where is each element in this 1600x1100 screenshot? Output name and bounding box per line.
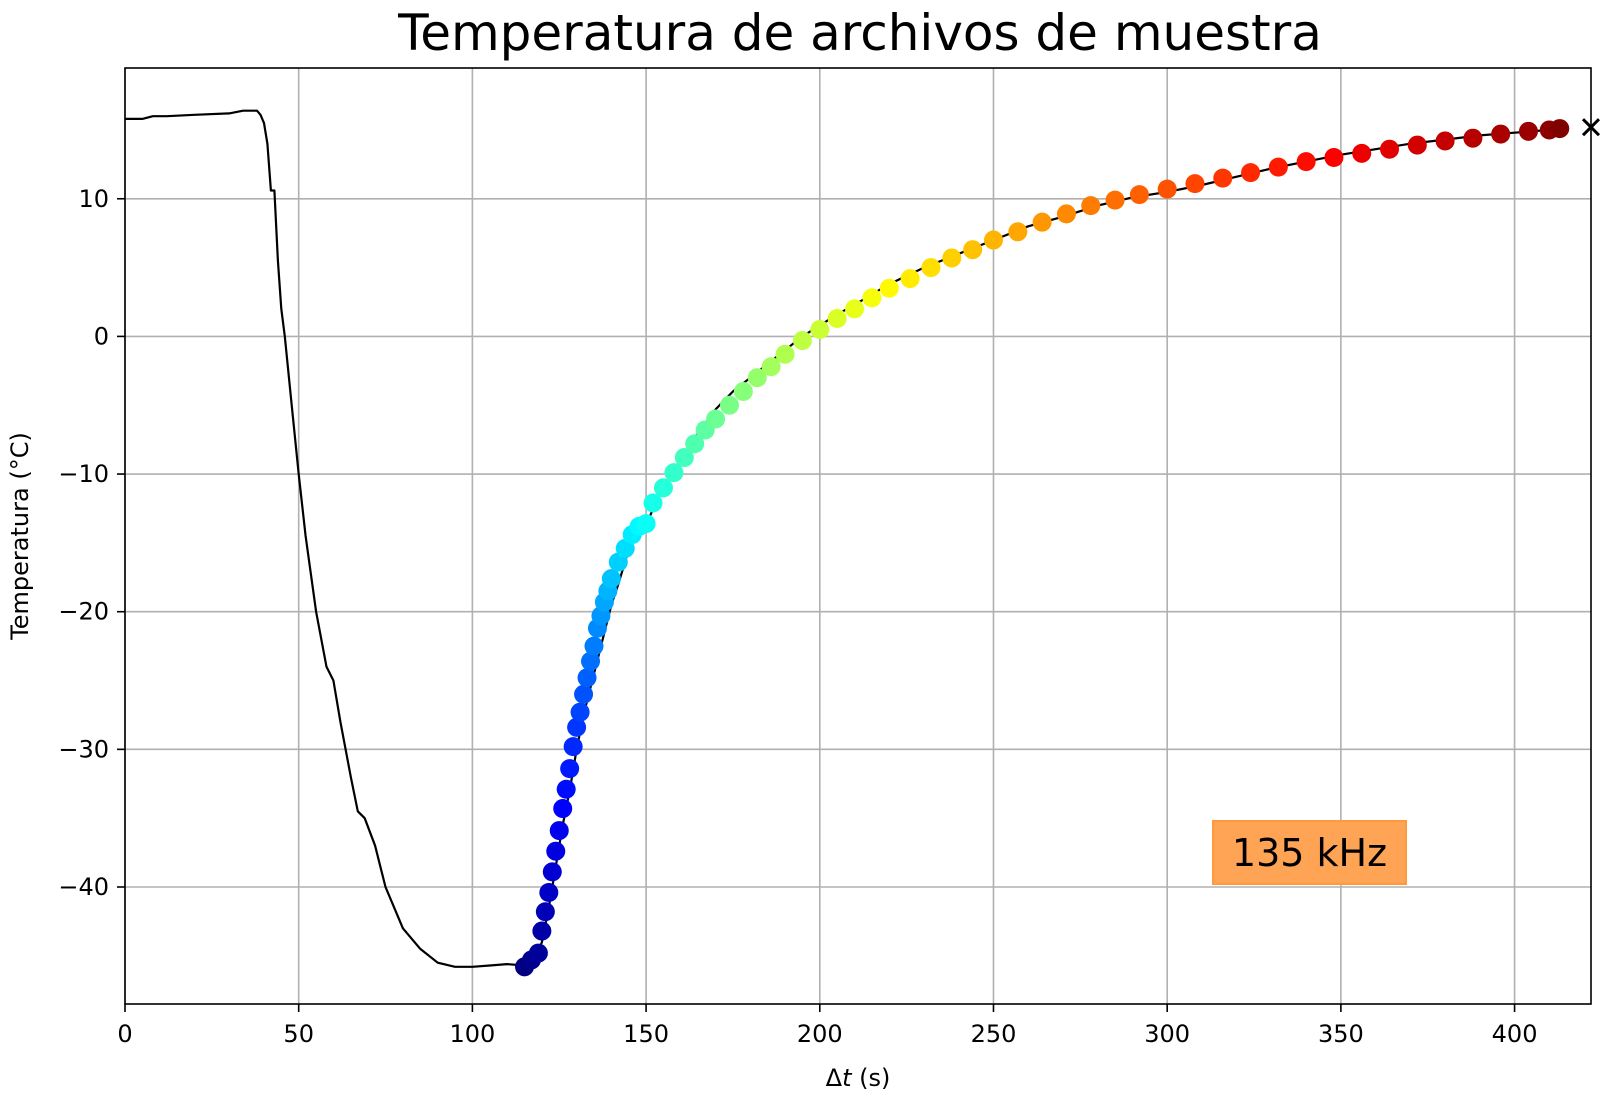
x-axis-label-prefix: Δ (826, 1064, 843, 1092)
data-point (539, 883, 559, 903)
data-point (719, 395, 739, 415)
data-point (1463, 128, 1483, 148)
plot-frame (124, 67, 1592, 1005)
data-point (761, 357, 781, 377)
annotation-background (1212, 820, 1407, 885)
data-point (636, 514, 656, 534)
x-tick-label: 50 (283, 1020, 314, 1048)
plot-markers (515, 118, 1600, 977)
data-point (528, 943, 548, 963)
data-point (574, 684, 594, 704)
data-point (942, 248, 962, 268)
y-axis: 10 0 −10 −20 −30 −40 (58, 185, 125, 901)
data-point (1518, 121, 1538, 141)
x-tick-label: 100 (449, 1020, 495, 1048)
y-tick-label: −40 (58, 873, 109, 901)
data-point (674, 448, 694, 468)
x-tick-label: 0 (117, 1020, 132, 1048)
data-point (792, 331, 812, 351)
x-tick-label: 350 (1318, 1020, 1364, 1048)
annotation-text: 135 kHz (1232, 831, 1387, 875)
chart-title: Temperatura de archivos de muestra (397, 4, 1322, 62)
annotation-box: 135 kHz (1212, 820, 1407, 885)
data-point (581, 651, 601, 671)
y-tick-label: −20 (58, 598, 109, 626)
data-point (532, 921, 552, 941)
data-point (584, 636, 604, 656)
y-tick-label: −10 (58, 460, 109, 488)
data-point (577, 668, 597, 688)
grid (124, 68, 1591, 1004)
data-point (879, 278, 899, 298)
x-tick-label: 150 (623, 1020, 669, 1048)
data-point (921, 258, 941, 278)
data-point (1129, 185, 1149, 205)
data-point (1435, 131, 1455, 151)
data-point (1213, 168, 1233, 188)
y-tick-label: 10 (78, 185, 109, 213)
data-point (1491, 124, 1511, 144)
y-axis-label: Temperatura (°C) (6, 432, 34, 641)
data-point (546, 841, 566, 861)
x-tick-label: 400 (1492, 1020, 1538, 1048)
x-tick-label: 300 (1144, 1020, 1190, 1048)
data-point (1380, 139, 1400, 159)
data-point (553, 799, 573, 819)
data-point (570, 702, 590, 722)
data-point (1032, 212, 1052, 232)
y-tick-label: 0 (94, 322, 109, 350)
data-point (1105, 190, 1125, 210)
data-point (1241, 163, 1261, 183)
data-point (664, 463, 684, 483)
data-point (601, 569, 621, 589)
data-point (1324, 147, 1344, 167)
data-point (733, 381, 753, 401)
data-point (1056, 204, 1076, 224)
x-axis-label: Δt (s) (826, 1064, 891, 1092)
data-point (643, 493, 663, 513)
data-point (1185, 174, 1205, 194)
data-point (1157, 179, 1177, 199)
x-tick-label: 250 (971, 1020, 1017, 1048)
data-point (1407, 135, 1427, 155)
x-axis-label-variable: t (842, 1064, 853, 1092)
data-point (560, 759, 580, 779)
y-tick-label: −30 (58, 735, 109, 763)
data-point (563, 737, 583, 757)
x-axis-label-unit: (s) (851, 1064, 890, 1092)
data-point (827, 309, 847, 329)
x-tick-label: 200 (797, 1020, 843, 1048)
data-point (542, 862, 562, 882)
data-point (810, 320, 830, 340)
data-point (1081, 196, 1101, 216)
data-point (900, 269, 920, 289)
data-point (535, 902, 555, 922)
data-point (1008, 222, 1028, 242)
data-point (775, 344, 795, 364)
data-point (685, 434, 705, 454)
data-point (567, 717, 587, 737)
data-point (862, 288, 882, 308)
x-axis: 0 50 100 150 200 250 300 350 400 (117, 1004, 1537, 1048)
data-point (1268, 157, 1288, 177)
data-point (1352, 143, 1372, 163)
data-point (653, 478, 673, 498)
data-point (963, 240, 983, 260)
data-point (747, 368, 767, 388)
data-point (1296, 152, 1316, 172)
data-point (706, 409, 726, 429)
data-point (983, 230, 1003, 250)
data-point (549, 821, 569, 841)
data-point (556, 779, 576, 799)
data-point (845, 299, 865, 319)
data-point (1550, 119, 1570, 139)
